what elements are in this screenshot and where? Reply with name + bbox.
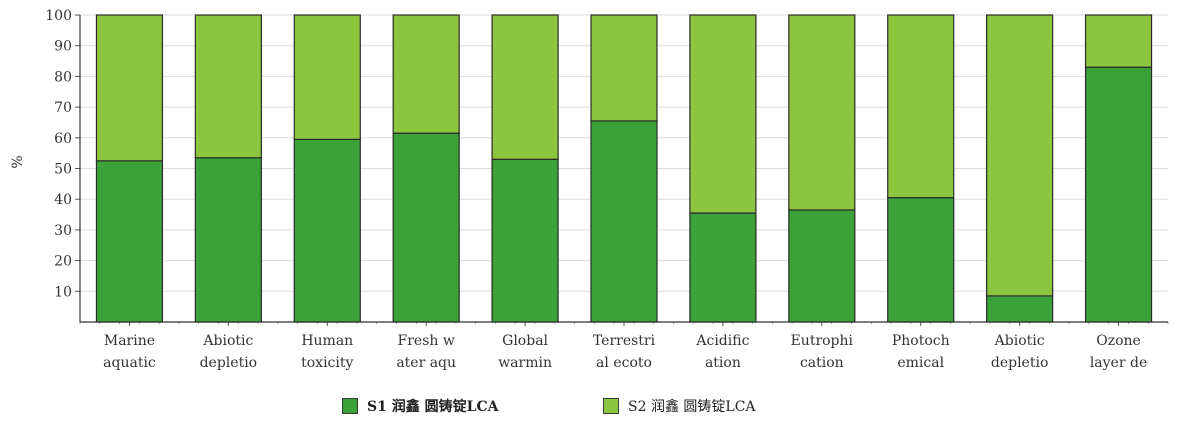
legend-swatch-s2 [603,398,619,414]
x-tick-label-10-line2: depletio [991,355,1049,371]
y-tick-label-70: 70 [54,100,72,116]
bar-s2-9 [887,14,955,199]
bar-s2-3 [293,14,361,140]
legend-item-s2: S2 润鑫 圆铸锭LCA [603,396,756,416]
axes [75,14,1169,326]
bar-s2-5 [491,14,559,160]
bar-s2-8 [788,14,856,211]
x-tick-label-11-line2: layer de [1090,355,1147,371]
stacked-bar-chart: 10 20 30 40 50 60 70 80 90 100 Marine aquatic Abioti… [10,8,1169,371]
bar-s2-6 [590,14,658,122]
legend-label-s2: S2 润鑫 圆铸锭LCA [628,399,756,415]
x-tick-label-7-line2: ation [705,355,741,371]
x-tick-label-1-line2: aquatic [103,355,156,371]
bar-s2-2 [194,14,262,159]
bar-s1-9 [887,197,955,323]
bar-s1-6 [590,120,658,323]
bar-s1-10 [986,295,1054,323]
x-tick-label-5-line1: Global [502,333,548,349]
legend-item-s1: S1 润鑫 圆铸锭LCA [342,396,498,416]
legend: S1 润鑫 圆铸锭LCA S2 润鑫 圆铸锭LCA [0,396,1181,418]
y-axis-title: % [10,155,26,168]
tick-labels: 10 20 30 40 50 60 70 80 90 100 Marine aquatic Abioti… [45,8,1147,371]
x-tick-label-6-line2: al ecoto [596,355,652,371]
bar-s2-4 [392,14,460,134]
x-tick-label-4-line1: Fresh w [398,333,455,349]
bar-s2-7 [689,14,757,214]
bar-s2-1 [95,14,164,162]
bar-s1-8 [788,209,856,323]
y-tick-label-90: 90 [54,39,72,55]
y-tick-label-40: 40 [54,192,72,208]
x-tick-label-8-line2: cation [800,355,844,371]
x-tick-label-3-line1: Human [301,333,353,349]
x-tick-label-5-line2: warmin [498,355,552,371]
bar-s1-2 [194,157,262,323]
x-tick-label-6-line1: Terrestri [593,333,656,349]
bar-s1-7 [689,212,757,323]
bar-s1-5 [491,158,559,323]
y-tick-label-10: 10 [54,284,72,300]
y-tick-label-100: 100 [45,8,72,24]
legend-swatch-s1 [342,398,358,414]
bars [95,14,1153,323]
y-tick-label-60: 60 [54,131,72,147]
bar-s1-1 [95,160,164,323]
bar-s1-4 [392,132,460,323]
bar-s1-11 [1084,66,1153,323]
y-tick-label-30: 30 [54,223,72,239]
x-tick-label-10-line1: Abiotic [994,333,1045,349]
bar-s2-11 [1084,14,1153,68]
x-tick-label-7-line1: Acidific [695,333,749,349]
x-tick-label-2-line1: Abiotic [202,333,253,349]
x-tick-label-11-line1: Ozone [1096,333,1141,349]
bar-s2-10 [986,14,1054,297]
y-tick-label-80: 80 [54,69,72,85]
x-tick-label-2-line2: depletio [200,355,258,371]
x-tick-label-3-line2: toxicity [301,355,353,371]
x-tick-label-4-line2: ater aqu [396,355,456,371]
x-tick-label-9-line2: emical [897,355,944,371]
x-tick-label-8-line1: Eutrophi [791,333,854,349]
bar-s1-3 [293,138,361,323]
x-tick-label-9-line1: Photoch [892,333,950,349]
legend-label-s1: S1 润鑫 圆铸锭LCA [367,399,499,415]
x-tick-label-1-line1: Marine [104,333,155,349]
y-tick-label-20: 20 [54,254,72,270]
y-tick-label-50: 50 [54,162,72,178]
